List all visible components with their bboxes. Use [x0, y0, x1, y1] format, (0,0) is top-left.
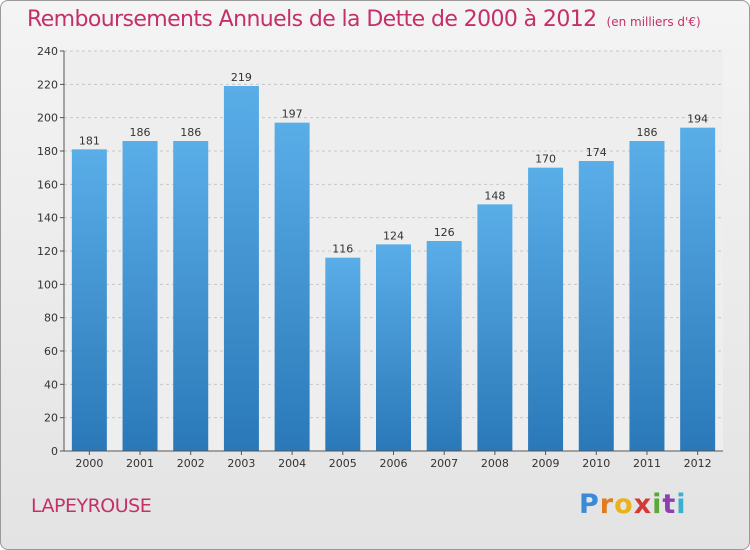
bar-value-label: 116	[332, 243, 353, 256]
logo-letter: i	[652, 489, 663, 520]
bar-value-label: 124	[383, 229, 404, 242]
logo-letter: r	[599, 489, 615, 520]
logo-letter: o	[614, 489, 634, 520]
y-tick-label: 160	[37, 178, 58, 191]
x-tick-label: 2007	[430, 457, 458, 470]
y-tick-label: 240	[37, 45, 58, 58]
bar	[325, 257, 361, 451]
value-labels: 181 186 186 219 197 116 124 126 148 170 174 186 194	[79, 71, 708, 256]
bar	[71, 149, 107, 452]
bar	[223, 86, 259, 451]
x-tick-label: 2008	[481, 457, 509, 470]
bars	[71, 86, 716, 452]
commune-name: LAPEYROUSE	[31, 495, 152, 517]
bar-value-label: 186	[636, 126, 657, 139]
y-tick-label: 60	[44, 345, 58, 358]
y-tick-label: 200	[37, 112, 58, 125]
x-tick-label: 2000	[75, 457, 103, 470]
bar	[122, 141, 158, 451]
bar-value-label: 148	[484, 189, 505, 202]
bar	[477, 204, 513, 451]
proxiti-logo: Proxiti	[579, 489, 687, 520]
bar	[528, 167, 564, 451]
y-tick-label: 100	[37, 278, 58, 291]
bar-value-label: 181	[79, 134, 100, 147]
bar-value-label: 126	[434, 226, 455, 239]
x-tick-label: 2009	[532, 457, 560, 470]
x-tick-label: 2010	[582, 457, 610, 470]
logo-letter: P	[579, 489, 600, 520]
x-tick-label: 2001	[126, 457, 154, 470]
chart-title: Remboursements Annuels de la Dette de 20…	[27, 7, 701, 32]
bar-value-label: 174	[586, 146, 607, 159]
y-tick-label: 20	[44, 412, 58, 425]
logo-letter: t	[662, 489, 677, 520]
bar	[173, 141, 209, 451]
y-tick-label: 180	[37, 145, 58, 158]
x-tick-label: 2003	[227, 457, 255, 470]
x-tick-label: 2012	[684, 457, 712, 470]
y-axis-ticks: 0 20 40 60 80 100 120 140 160 180 200 220 240	[37, 45, 64, 458]
bar	[376, 244, 411, 451]
bar-value-label: 219	[231, 71, 252, 84]
bar-value-label: 186	[130, 126, 151, 139]
chart-subtitle: (en milliers d'€)	[606, 15, 701, 29]
x-tick-label: 2002	[177, 457, 205, 470]
logo-letter: i	[676, 489, 687, 520]
chart-title-text: Remboursements Annuels de la Dette de 20…	[27, 7, 597, 32]
bar-value-label: 186	[180, 126, 201, 139]
bar-value-label: 170	[535, 153, 556, 166]
x-tick-label: 2006	[380, 457, 408, 470]
x-tick-label: 2011	[633, 457, 661, 470]
bar	[680, 127, 716, 452]
bar-value-label: 197	[282, 108, 303, 121]
bar	[578, 161, 614, 451]
y-tick-label: 120	[37, 245, 58, 258]
x-tick-label: 2004	[278, 457, 306, 470]
x-tick-label: 2005	[329, 457, 357, 470]
y-tick-label: 140	[37, 212, 58, 225]
logo-letter: x	[633, 489, 653, 520]
y-tick-label: 0	[51, 445, 58, 458]
bar	[426, 241, 462, 451]
bar-value-label: 194	[687, 113, 708, 126]
bar	[274, 122, 310, 452]
bar	[629, 141, 665, 451]
y-tick-label: 80	[44, 312, 58, 325]
x-axis-ticks: 2000 2001 2002 2003 2004 2005 2006 2007 2008 2009…	[75, 451, 712, 470]
y-tick-label: 40	[44, 378, 58, 391]
y-tick-label: 220	[37, 78, 58, 91]
